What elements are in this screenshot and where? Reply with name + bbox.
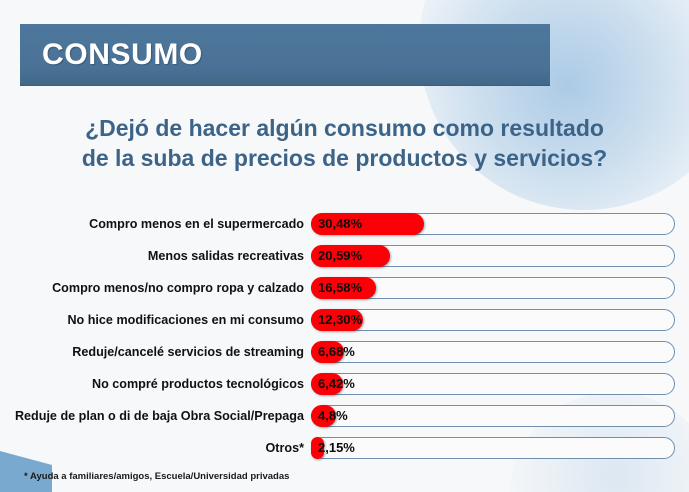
- section-header-banner: CONSUMO: [20, 24, 550, 85]
- bar-value-label: 4,8%: [318, 408, 348, 423]
- bar-fill: [311, 405, 336, 427]
- bar-fill: [311, 373, 343, 395]
- page-title: CONSUMO: [42, 37, 203, 71]
- bar-fill: [311, 213, 424, 235]
- chart-row: Compro menos en el supermercado 30,48%: [0, 208, 689, 240]
- bar-category-label: Compro menos/no compro ropa y calzado: [52, 281, 304, 295]
- bar-fill: [311, 277, 376, 299]
- bar-value-label: 2,15%: [318, 440, 355, 455]
- bar-fill: [311, 341, 344, 363]
- bar-value-label: 30,48%: [318, 216, 363, 231]
- question-line-2: de la suba de precios de productos y ser…: [81, 145, 608, 171]
- chart-row: Reduje/cancelé servicios de streaming 6,6…: [0, 336, 689, 368]
- bar-fill: [311, 309, 363, 331]
- bar-track: [311, 405, 675, 427]
- bar-category-label: Menos salidas recreativas: [147, 249, 304, 263]
- bar-category-label: Reduje/cancelé servicios de streaming: [72, 345, 304, 359]
- bar-track: [311, 437, 675, 459]
- chart-row: Menos salidas recreativas 20,59%: [0, 240, 689, 272]
- bar-value-label: 16,58%: [318, 280, 363, 295]
- chart-row: Otros* 2,15%: [0, 432, 689, 464]
- bar-value-label: 6,68%: [318, 344, 355, 359]
- bar-value-label: 12,30%: [318, 312, 363, 327]
- bar-track: [311, 373, 675, 395]
- bar-fill: [311, 437, 324, 459]
- footnote-text: * Ayuda a familiares/amigos, Escuela/Uni…: [24, 471, 290, 482]
- bar-category-label: No compré productos tecnológicos: [91, 377, 304, 391]
- bar-track: [311, 309, 675, 331]
- chart-row: Compro menos/no compro ropa y calzado 16,…: [0, 272, 689, 304]
- chart-row: No compré productos tecnológicos 6,42%: [0, 368, 689, 400]
- chart-row: Reduje de plan o di de baja Obra Social/…: [0, 400, 689, 432]
- bar-value-label: 20,59%: [318, 248, 363, 263]
- bar-track: [311, 341, 675, 363]
- bar-fill: [311, 245, 390, 267]
- chart-row: No hice modificaciones en mi consumo 12,3…: [0, 304, 689, 336]
- bar-value-label: 6,42%: [318, 376, 355, 391]
- bar-category-label: Compro menos en el supermercado: [89, 217, 304, 231]
- bar-category-label: Reduje de plan o di de baja Obra Social/…: [14, 409, 304, 423]
- question-heading: ¿Dejó de hacer algún consumo como result…: [0, 113, 689, 173]
- bar-category-label: No hice modificaciones en mi consumo: [67, 313, 304, 327]
- bar-category-label: Otros*: [265, 441, 305, 455]
- question-line-1: ¿Dejó de hacer algún consumo como result…: [85, 115, 604, 141]
- horizontal-bar-chart: Compro menos en el supermercado 30,48% Men…: [0, 208, 689, 464]
